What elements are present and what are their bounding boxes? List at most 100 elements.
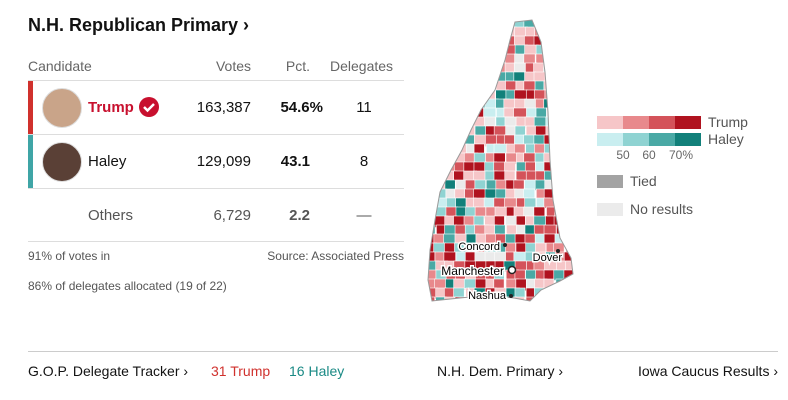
town [435,296,447,301]
town [443,143,455,154]
legend-swatch [597,203,623,216]
town [463,278,476,289]
town [455,107,469,121]
winner-check [139,97,159,117]
divider [28,80,404,81]
town [564,35,573,49]
town [445,44,461,56]
town [574,117,588,127]
town [553,53,568,65]
legend-scale: 60 [642,148,656,162]
town [555,296,569,301]
town [575,261,588,271]
town [443,251,456,262]
city-label: Concord [458,241,500,253]
town [435,143,451,154]
town [564,215,573,229]
town [534,179,546,191]
delegates: — [356,207,372,224]
town [564,161,573,173]
town [555,143,568,157]
town [554,179,568,193]
town [455,80,470,93]
town [576,90,586,100]
town [494,20,506,30]
town [575,126,587,137]
dem-link[interactable]: N.H. Dem. Primary › [437,363,563,379]
town [565,179,573,192]
title[interactable]: N.H. Republican Primary › [28,15,250,35]
town [505,233,516,245]
town [464,53,480,64]
town [566,134,573,146]
divider [28,134,404,135]
town [565,233,573,246]
delegates-note: 86% of delegates allocated (19 of 22) [28,279,227,293]
town [428,116,441,127]
legend-swatch [649,133,675,146]
town [565,80,573,91]
town [543,233,556,245]
legend-label: Tied [630,173,657,189]
legend-swatch [597,175,623,188]
town [493,143,508,154]
town [544,20,558,29]
town [576,171,586,181]
town [434,152,449,163]
town [575,207,585,219]
town [493,278,505,290]
town [554,134,565,145]
town [556,107,568,120]
town [564,143,573,154]
town [574,72,588,83]
town [474,179,486,190]
town [574,225,587,236]
town [433,134,447,147]
city-dot [556,249,560,253]
town [495,44,507,56]
delegates: 8 [359,153,369,170]
town [435,35,448,49]
town [504,161,516,172]
candidate-name: Others [88,207,134,224]
votes: 163,387 [196,99,251,116]
town [473,20,487,29]
town [456,35,470,48]
town [455,26,469,38]
tracker-link[interactable]: G.O.P. Delegate Tracker › [28,363,189,379]
town [543,44,556,55]
town [445,89,459,100]
town [525,26,537,38]
town [444,80,459,94]
town [576,216,586,226]
town [473,80,488,92]
town [576,108,589,118]
town [428,206,436,218]
town [463,80,477,94]
town [453,20,467,29]
town [563,206,573,217]
town [565,296,573,301]
town [575,252,588,264]
town [564,152,573,164]
state-outline [427,19,574,302]
legend-scale: 50 [616,148,630,162]
town [484,71,498,83]
delegates: 11 [356,99,372,116]
town [433,125,446,136]
town [494,224,506,236]
town [434,161,449,173]
town [576,279,590,290]
town [444,35,459,48]
town [575,243,587,254]
town [463,89,478,100]
town [575,63,588,74]
iowa-link[interactable]: Iowa Caucus Results › [637,363,778,379]
town [443,125,456,136]
legend-swatch [675,116,701,129]
town [484,53,497,66]
pct: 2.2 [289,207,310,224]
town [533,287,548,299]
town [433,116,446,129]
